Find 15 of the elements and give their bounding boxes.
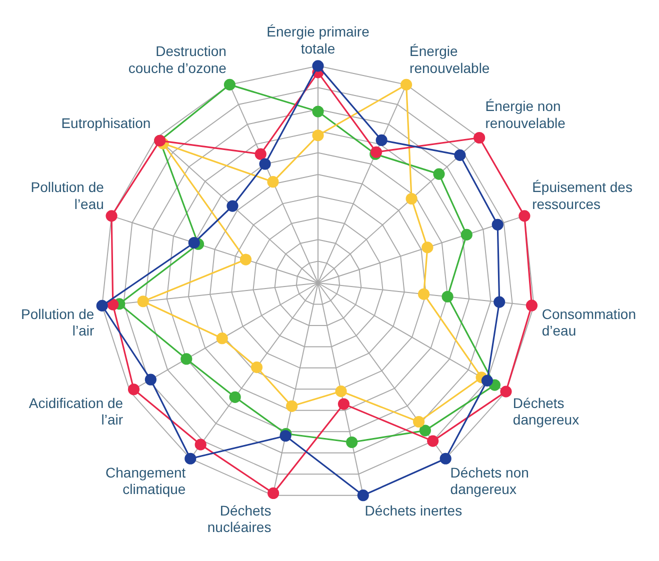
spoke-label: Changement climatique	[106, 464, 186, 498]
spoke-label: Déchets non dangereux	[450, 464, 529, 498]
spoke-label: Énergie non renouvelable	[485, 98, 566, 131]
spoke-label: Épuisement des ressources	[532, 179, 632, 212]
spoke-label: Déchets inertes	[364, 502, 462, 518]
spoke-label: Déchets nucléaires	[207, 502, 272, 536]
spoke-label: Consommation d’eau	[542, 306, 636, 339]
spoke-label: Déchets dangereux	[512, 394, 580, 428]
spoke-label: Pollution de l’eau	[30, 179, 104, 212]
spoke-label: Eutrophisation	[61, 114, 151, 131]
spoke-label: Pollution de l’air	[20, 306, 94, 339]
spoke-label: Énergie renouvelable	[410, 43, 490, 76]
spoke-label: Destruction couche d’ozone	[128, 43, 227, 76]
spoke-label: Énergie primaire totale	[266, 24, 370, 56]
spoke-label: Acidification de l’air	[28, 394, 124, 428]
